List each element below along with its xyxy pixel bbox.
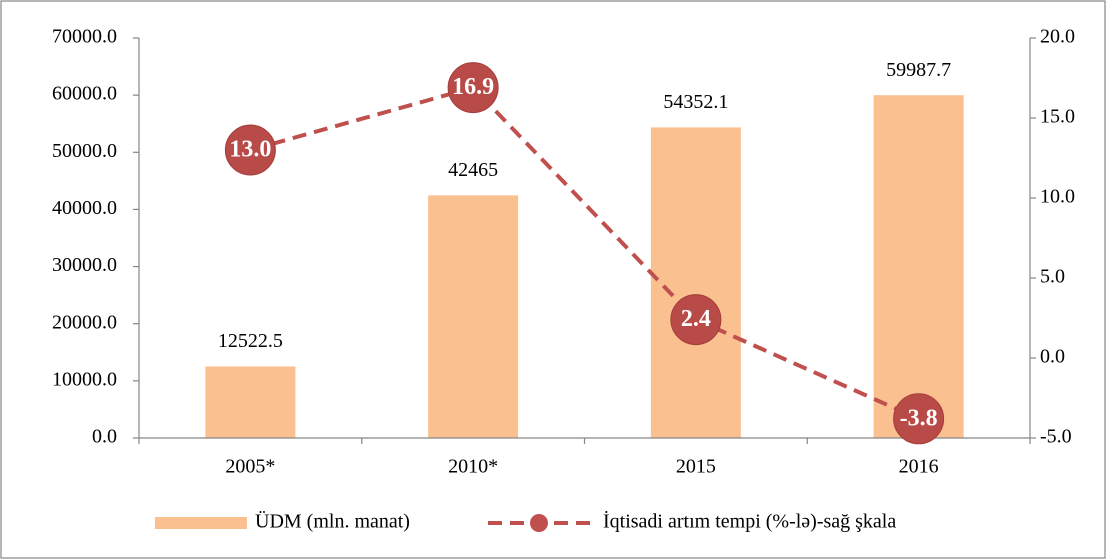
x-tick-label: 2016 bbox=[899, 456, 939, 478]
y-tick-label: 60000.0 bbox=[52, 83, 117, 105]
legend-swatch bbox=[155, 517, 247, 529]
bar bbox=[428, 195, 519, 438]
y2-tick-label: 10.0 bbox=[1040, 186, 1075, 208]
y-tick-label: 0.0 bbox=[92, 426, 117, 448]
x-tick-label: 2010* bbox=[448, 456, 498, 478]
bar-value-label: 12522.5 bbox=[218, 330, 283, 352]
y-tick-label: 20000.0 bbox=[52, 311, 117, 333]
line-value-label: 16.9 bbox=[452, 74, 494, 100]
y2-tick-label: 0.0 bbox=[1040, 346, 1065, 368]
line-marker bbox=[670, 294, 722, 346]
bar bbox=[650, 127, 741, 439]
bar bbox=[205, 366, 296, 438]
bar-value-label: 54352.1 bbox=[663, 91, 728, 113]
line-marker bbox=[224, 124, 276, 176]
y-tick-label: 70000.0 bbox=[52, 26, 117, 48]
legend-label: İqtisadi artım tempi (%-lə)-sağ şkala bbox=[603, 510, 896, 533]
bar-value-label: 59987.7 bbox=[886, 59, 951, 81]
x-tick-label: 2005* bbox=[225, 456, 275, 478]
y2-tick-label: 5.0 bbox=[1040, 266, 1065, 288]
line-value-label: 13.0 bbox=[229, 137, 271, 163]
y-tick-label: 10000.0 bbox=[52, 368, 117, 390]
y2-tick-label: 20.0 bbox=[1040, 26, 1075, 48]
line-value-label: -3.8 bbox=[900, 405, 938, 431]
line-marker bbox=[447, 62, 499, 114]
y2-tick-label: -5.0 bbox=[1040, 426, 1072, 448]
y2-tick-label: 15.0 bbox=[1040, 106, 1075, 128]
y-tick-label: 50000.0 bbox=[52, 140, 117, 162]
y-tick-label: 30000.0 bbox=[52, 254, 117, 276]
legend-marker bbox=[530, 514, 548, 532]
bar bbox=[873, 95, 964, 439]
line-value-label: 2.4 bbox=[681, 306, 711, 332]
line bbox=[249, 85, 920, 421]
x-tick-label: 2015 bbox=[676, 456, 716, 478]
y-tick-label: 40000.0 bbox=[52, 197, 117, 219]
line-marker bbox=[893, 393, 945, 445]
bar-value-label: 42465 bbox=[448, 159, 498, 181]
legend-label: ÜDM (mln. manat) bbox=[255, 510, 410, 533]
